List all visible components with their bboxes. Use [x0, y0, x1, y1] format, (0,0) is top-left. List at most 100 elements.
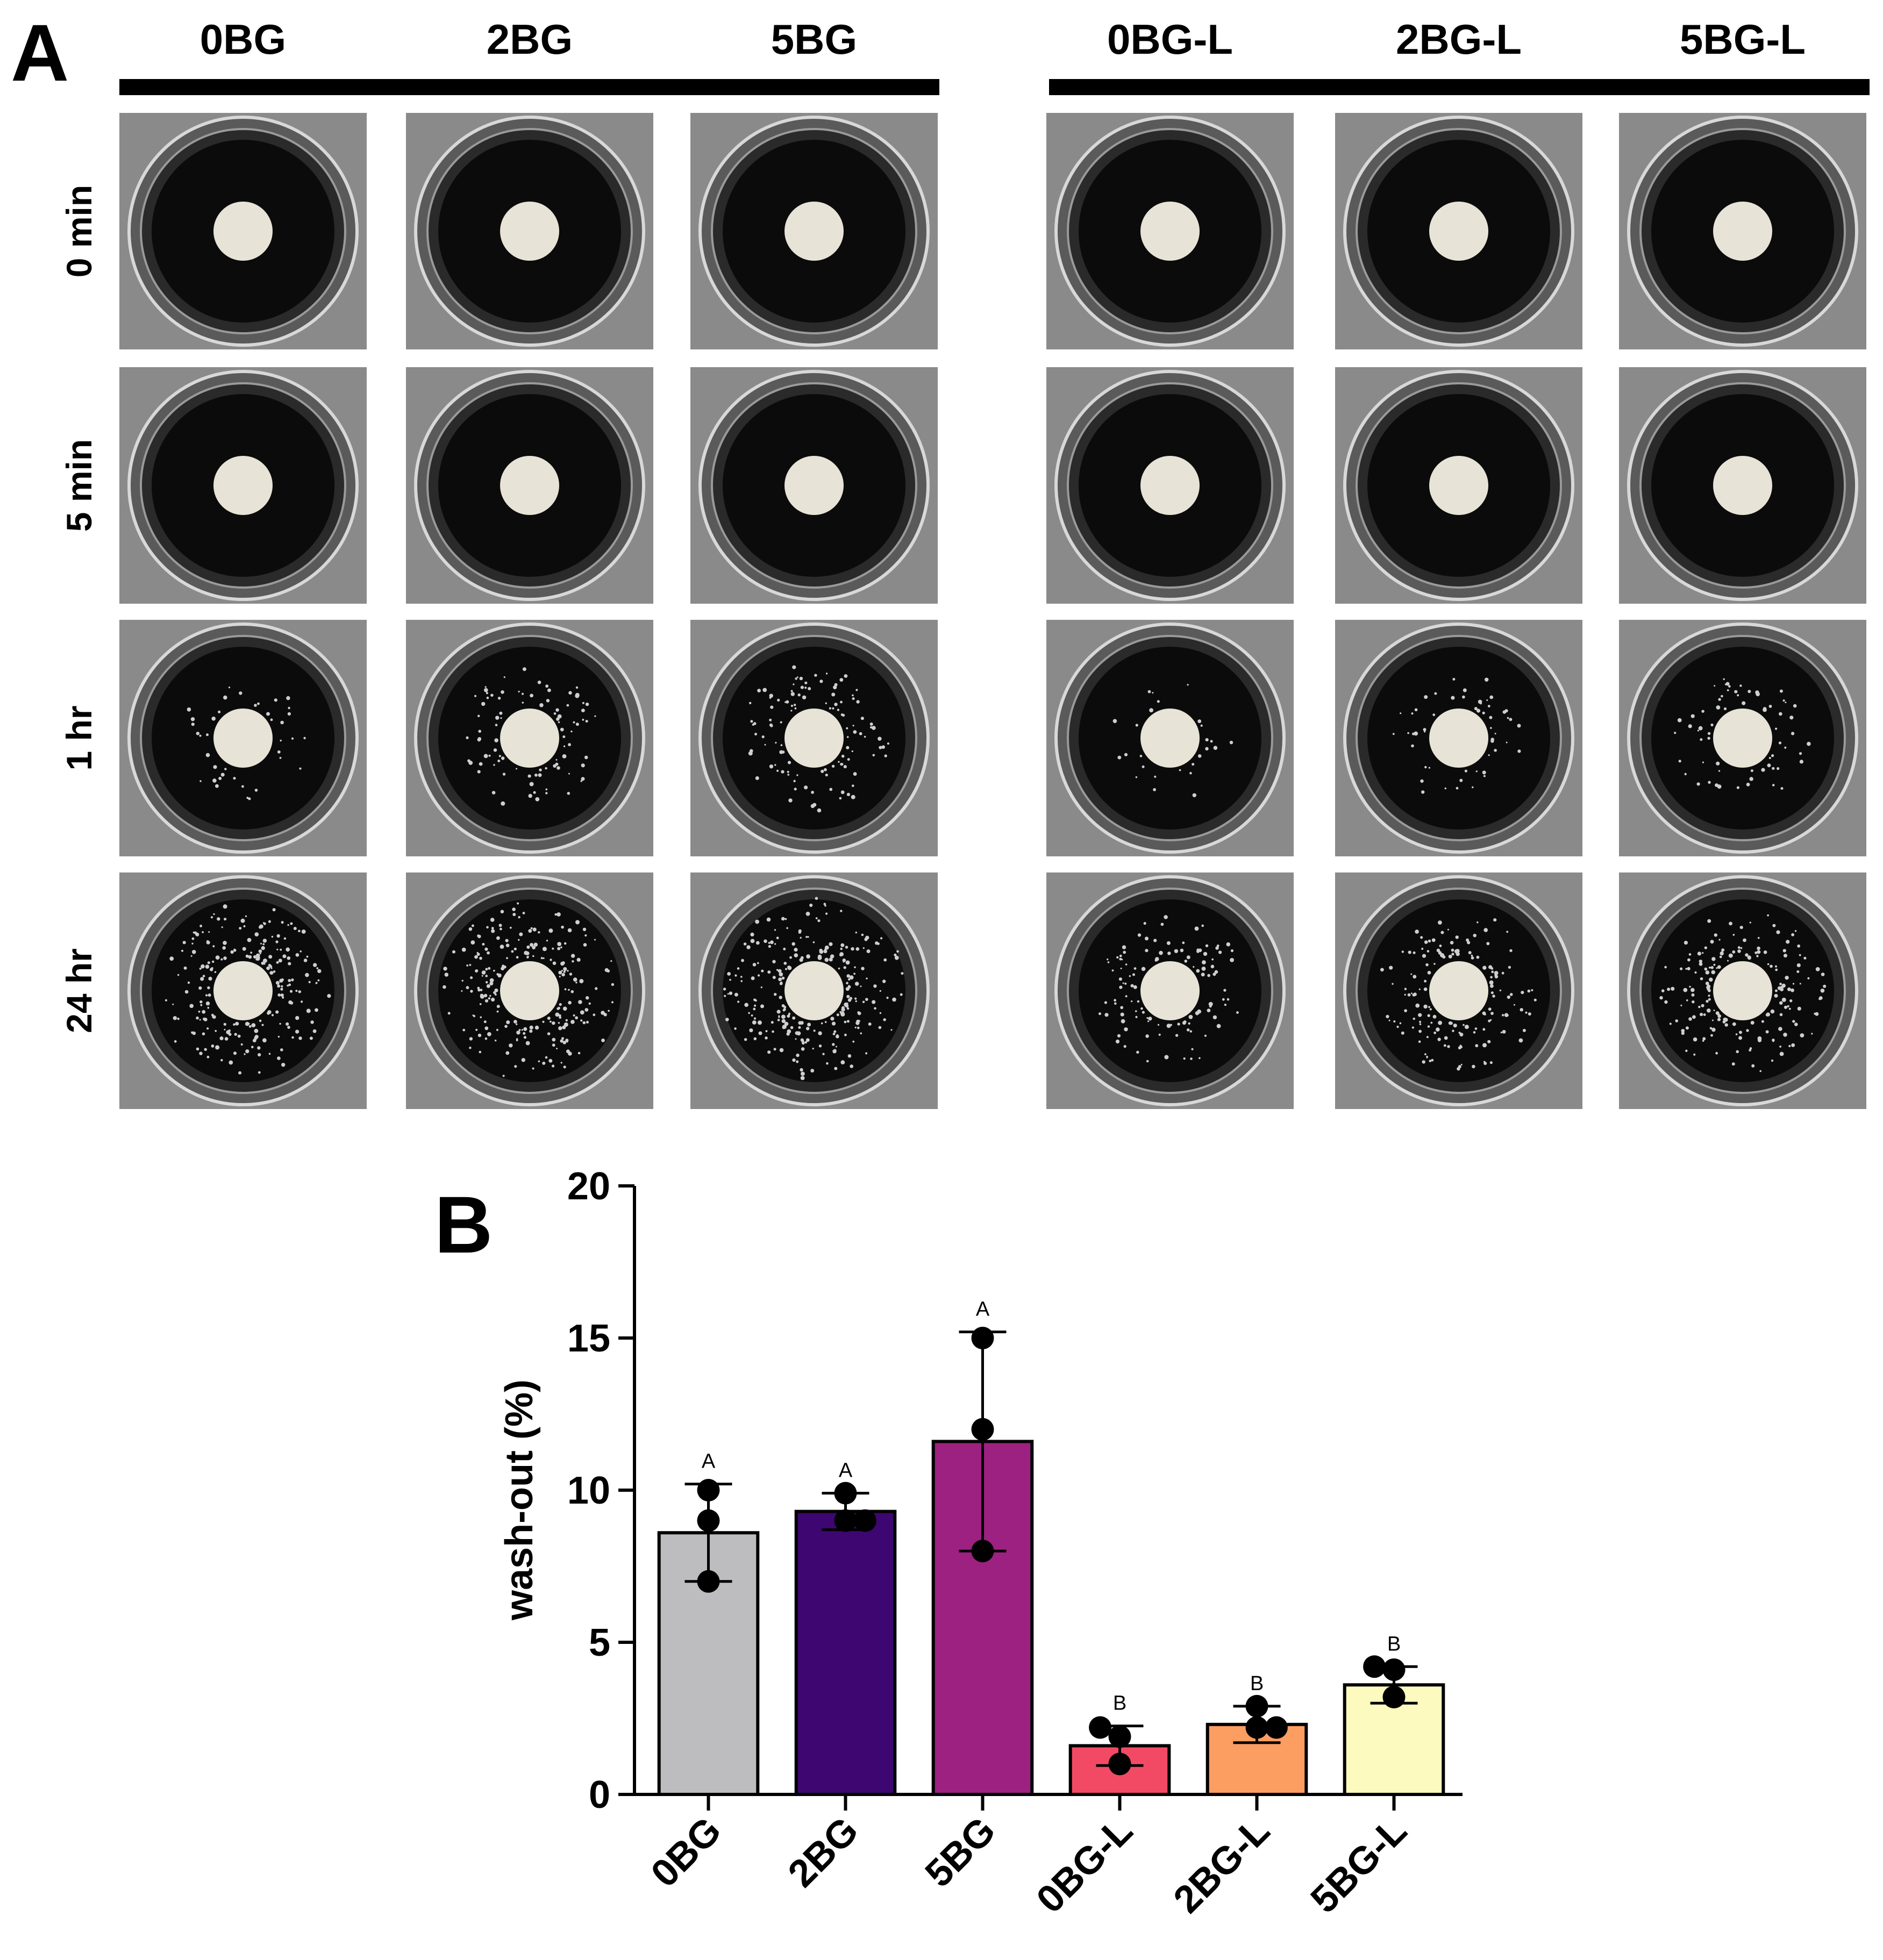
debris-particle [287, 956, 291, 960]
debris-particle [1791, 732, 1795, 735]
debris-particle [470, 976, 473, 979]
debris-particle [494, 988, 498, 992]
debris-particle [1766, 1012, 1770, 1017]
debris-particle [1120, 1006, 1124, 1010]
debris-particle [1683, 988, 1688, 992]
debris-particle [817, 956, 822, 960]
debris-particle [1132, 973, 1135, 976]
debris-particle [1149, 708, 1154, 713]
debris-particle [548, 1058, 553, 1063]
debris-particle [287, 712, 291, 716]
debris-particle [1509, 993, 1513, 996]
debris-particle [1780, 787, 1784, 790]
debris-particle [774, 993, 777, 996]
debris-particle [1661, 989, 1665, 992]
debris-particle [727, 993, 729, 995]
debris-particle [1768, 705, 1772, 708]
debris-particle [581, 777, 585, 781]
debris-particle [1124, 982, 1127, 985]
debris-particle [1408, 950, 1411, 954]
debris-particle [768, 942, 771, 944]
debris-particle [884, 754, 887, 757]
debris-particle [760, 986, 762, 989]
debris-particle [1784, 746, 1787, 749]
debris-particle [268, 1053, 271, 1055]
debris-particle [1688, 724, 1692, 728]
debris-particle [1120, 968, 1122, 969]
debris-particle [1158, 1033, 1161, 1036]
debris-particle [1494, 971, 1499, 975]
debris-particle [552, 1038, 556, 1042]
debris-particle [474, 955, 478, 959]
debris-particle [837, 709, 840, 711]
debris-particle [173, 1016, 177, 1020]
debris-particle [1414, 708, 1418, 712]
debris-particle [522, 692, 524, 695]
debris-particle [800, 956, 804, 960]
debris-particle [575, 1016, 578, 1020]
debris-particle [1443, 1044, 1446, 1047]
debris-particle [477, 1033, 482, 1038]
debris-particle [295, 990, 298, 992]
debris-particle [1796, 963, 1801, 968]
debris-particle [224, 1037, 229, 1041]
debris-particle [1210, 964, 1215, 969]
debris-particle [301, 929, 306, 934]
debris-particle [485, 975, 488, 977]
debris-particle [1775, 968, 1778, 971]
debris-particle [823, 949, 828, 954]
debris-particle [1196, 950, 1200, 953]
debris-particle [1420, 936, 1423, 939]
debris-particle [1124, 1027, 1128, 1032]
debris-particle [1230, 949, 1234, 953]
debris-particle [558, 1022, 560, 1024]
debris-particle [484, 999, 489, 1003]
debris-particle [207, 961, 210, 964]
timepoint-label: 24 hr [59, 948, 99, 1033]
debris-particle [770, 705, 774, 709]
debris-particle [772, 1030, 774, 1033]
debris-particle [1717, 1018, 1721, 1021]
debris-particle [575, 693, 580, 698]
debris-particle [558, 1006, 560, 1010]
debris-particle [769, 697, 772, 699]
debris-particle [563, 1065, 566, 1069]
debris-particle [1712, 971, 1715, 974]
debris-particle [1177, 1022, 1180, 1026]
debris-particle [1459, 778, 1463, 782]
debris-particle [1501, 971, 1504, 975]
debris-particle [312, 1029, 317, 1033]
debris-particle [1815, 967, 1820, 971]
debris-particle [468, 927, 473, 931]
y-tick-label: 0 [589, 1773, 610, 1816]
debris-particle [1717, 1014, 1722, 1018]
debris-particle [282, 996, 284, 999]
debris-particle [538, 931, 540, 934]
data-point [697, 1509, 720, 1532]
debris-particle [1157, 1024, 1160, 1026]
debris-particle [1723, 1017, 1727, 1021]
specimen-disc [1713, 961, 1772, 1020]
debris-particle [547, 688, 551, 692]
debris-particle [466, 736, 469, 739]
well-photo [1619, 113, 1866, 349]
debris-particle [486, 981, 488, 984]
debris-particle [841, 754, 845, 758]
debris-particle [1174, 949, 1179, 954]
debris-particle [776, 769, 779, 772]
debris-particle [477, 988, 481, 992]
debris-particle [169, 956, 174, 961]
bar [794, 1510, 897, 1797]
debris-particle [473, 1015, 476, 1018]
debris-particle [281, 978, 284, 982]
debris-particle [856, 700, 860, 704]
data-point [971, 1418, 994, 1441]
debris-particle [1761, 1020, 1764, 1023]
debris-particle [1429, 1060, 1432, 1062]
debris-particle [212, 778, 217, 783]
debris-particle [1464, 1025, 1469, 1029]
debris-particle [200, 977, 204, 981]
debris-particle [261, 946, 265, 950]
debris-particle [1183, 1057, 1186, 1060]
debris-particle [1107, 961, 1110, 963]
